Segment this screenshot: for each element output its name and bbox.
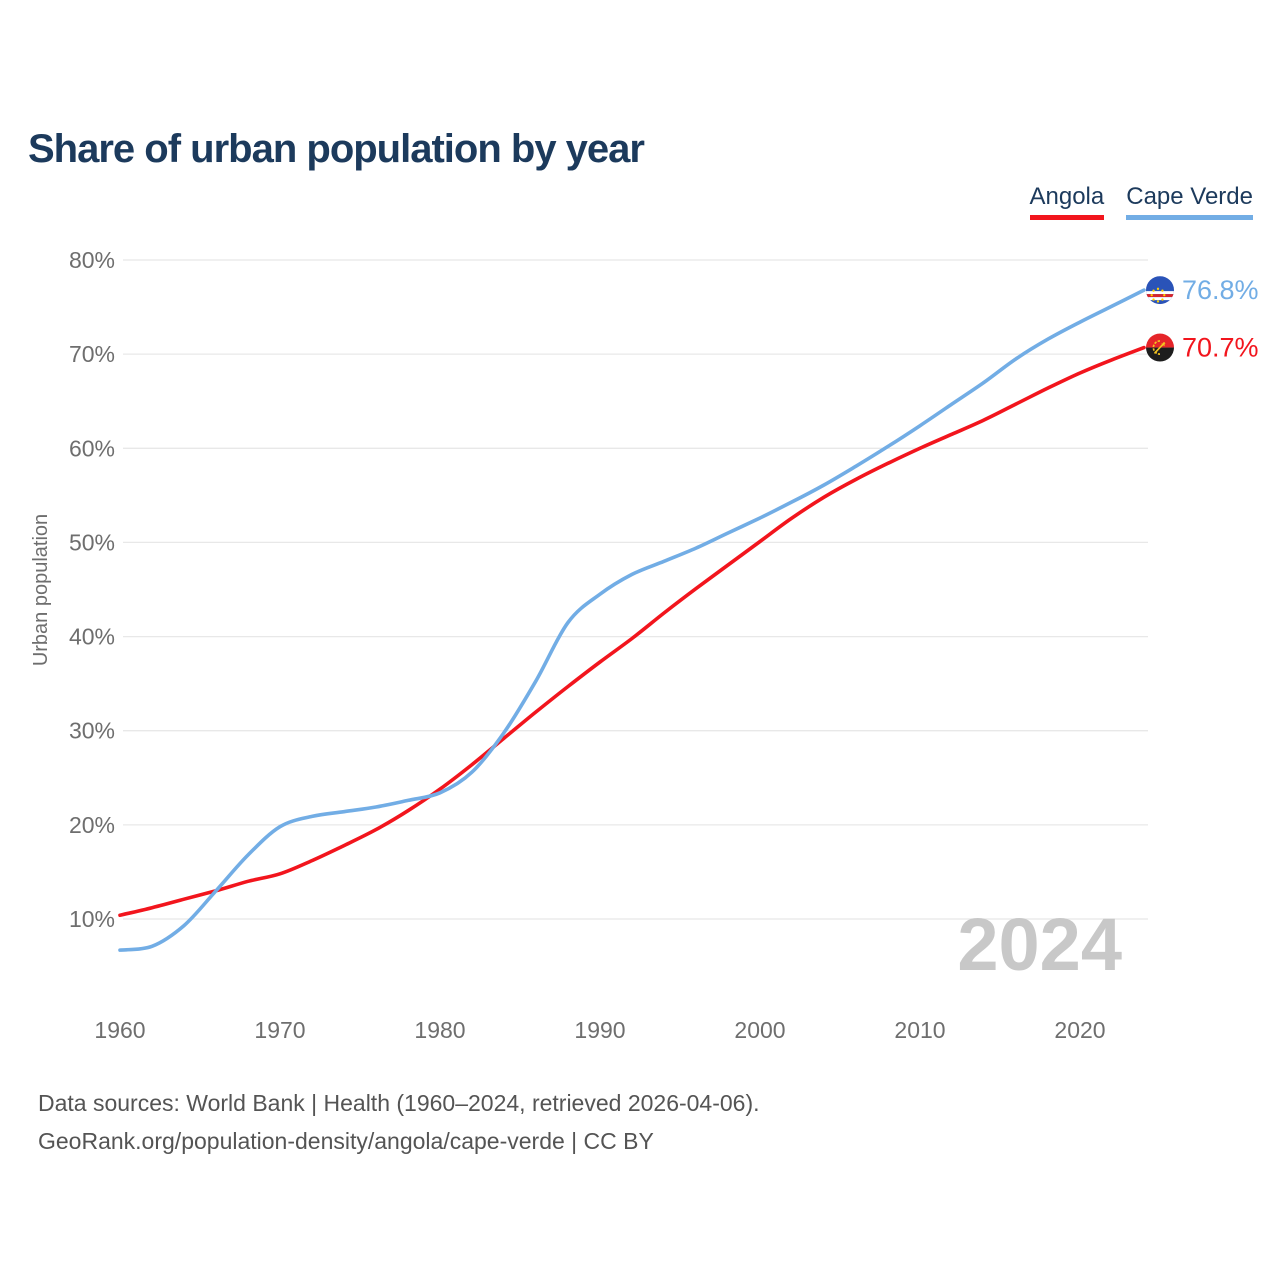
x-tick-label: 1980	[414, 1017, 465, 1043]
x-tick-label: 1990	[574, 1017, 625, 1043]
y-tick-label: 70%	[69, 341, 115, 367]
y-tick-label: 20%	[69, 812, 115, 838]
end-value-label-cape-verde: 76.8%	[1182, 275, 1259, 305]
y-axis-title: Urban population	[30, 514, 52, 666]
chart-footer: Data sources: World Bank | Health (1960–…	[38, 1084, 760, 1160]
x-tick-label: 2020	[1054, 1017, 1105, 1043]
flag-icon-angola	[1146, 333, 1174, 362]
legend-item-angola[interactable]: Angola	[1029, 183, 1105, 220]
flag-icon-cape-verde	[1146, 276, 1174, 305]
series-line-cape-verde	[118, 288, 1146, 952]
legend-item-cape-verde[interactable]: Cape Verde	[1126, 183, 1253, 220]
x-tick-label: 2000	[734, 1017, 785, 1043]
y-tick-label: 50%	[69, 529, 115, 555]
y-tick-label: 40%	[69, 624, 115, 650]
x-tick-label: 1970	[254, 1017, 305, 1043]
chart-legend: Angola Cape Verde	[1029, 183, 1253, 220]
end-value-label-angola: 70.7%	[1182, 333, 1259, 363]
footer-attribution: GeoRank.org/population-density/angola/ca…	[38, 1128, 654, 1154]
footer-data-sources: Data sources: World Bank | Health (1960–…	[38, 1090, 760, 1116]
y-tick-label: 60%	[69, 435, 115, 461]
y-tick-label: 30%	[69, 718, 115, 744]
y-tick-label: 80%	[69, 247, 115, 273]
x-tick-label: 1960	[94, 1017, 145, 1043]
y-tick-label: 10%	[69, 906, 115, 932]
watermark-year: 2024	[957, 903, 1122, 986]
series-line-angola	[118, 345, 1146, 917]
x-tick-label: 2010	[894, 1017, 945, 1043]
page-title: Share of urban population by year	[28, 126, 645, 171]
